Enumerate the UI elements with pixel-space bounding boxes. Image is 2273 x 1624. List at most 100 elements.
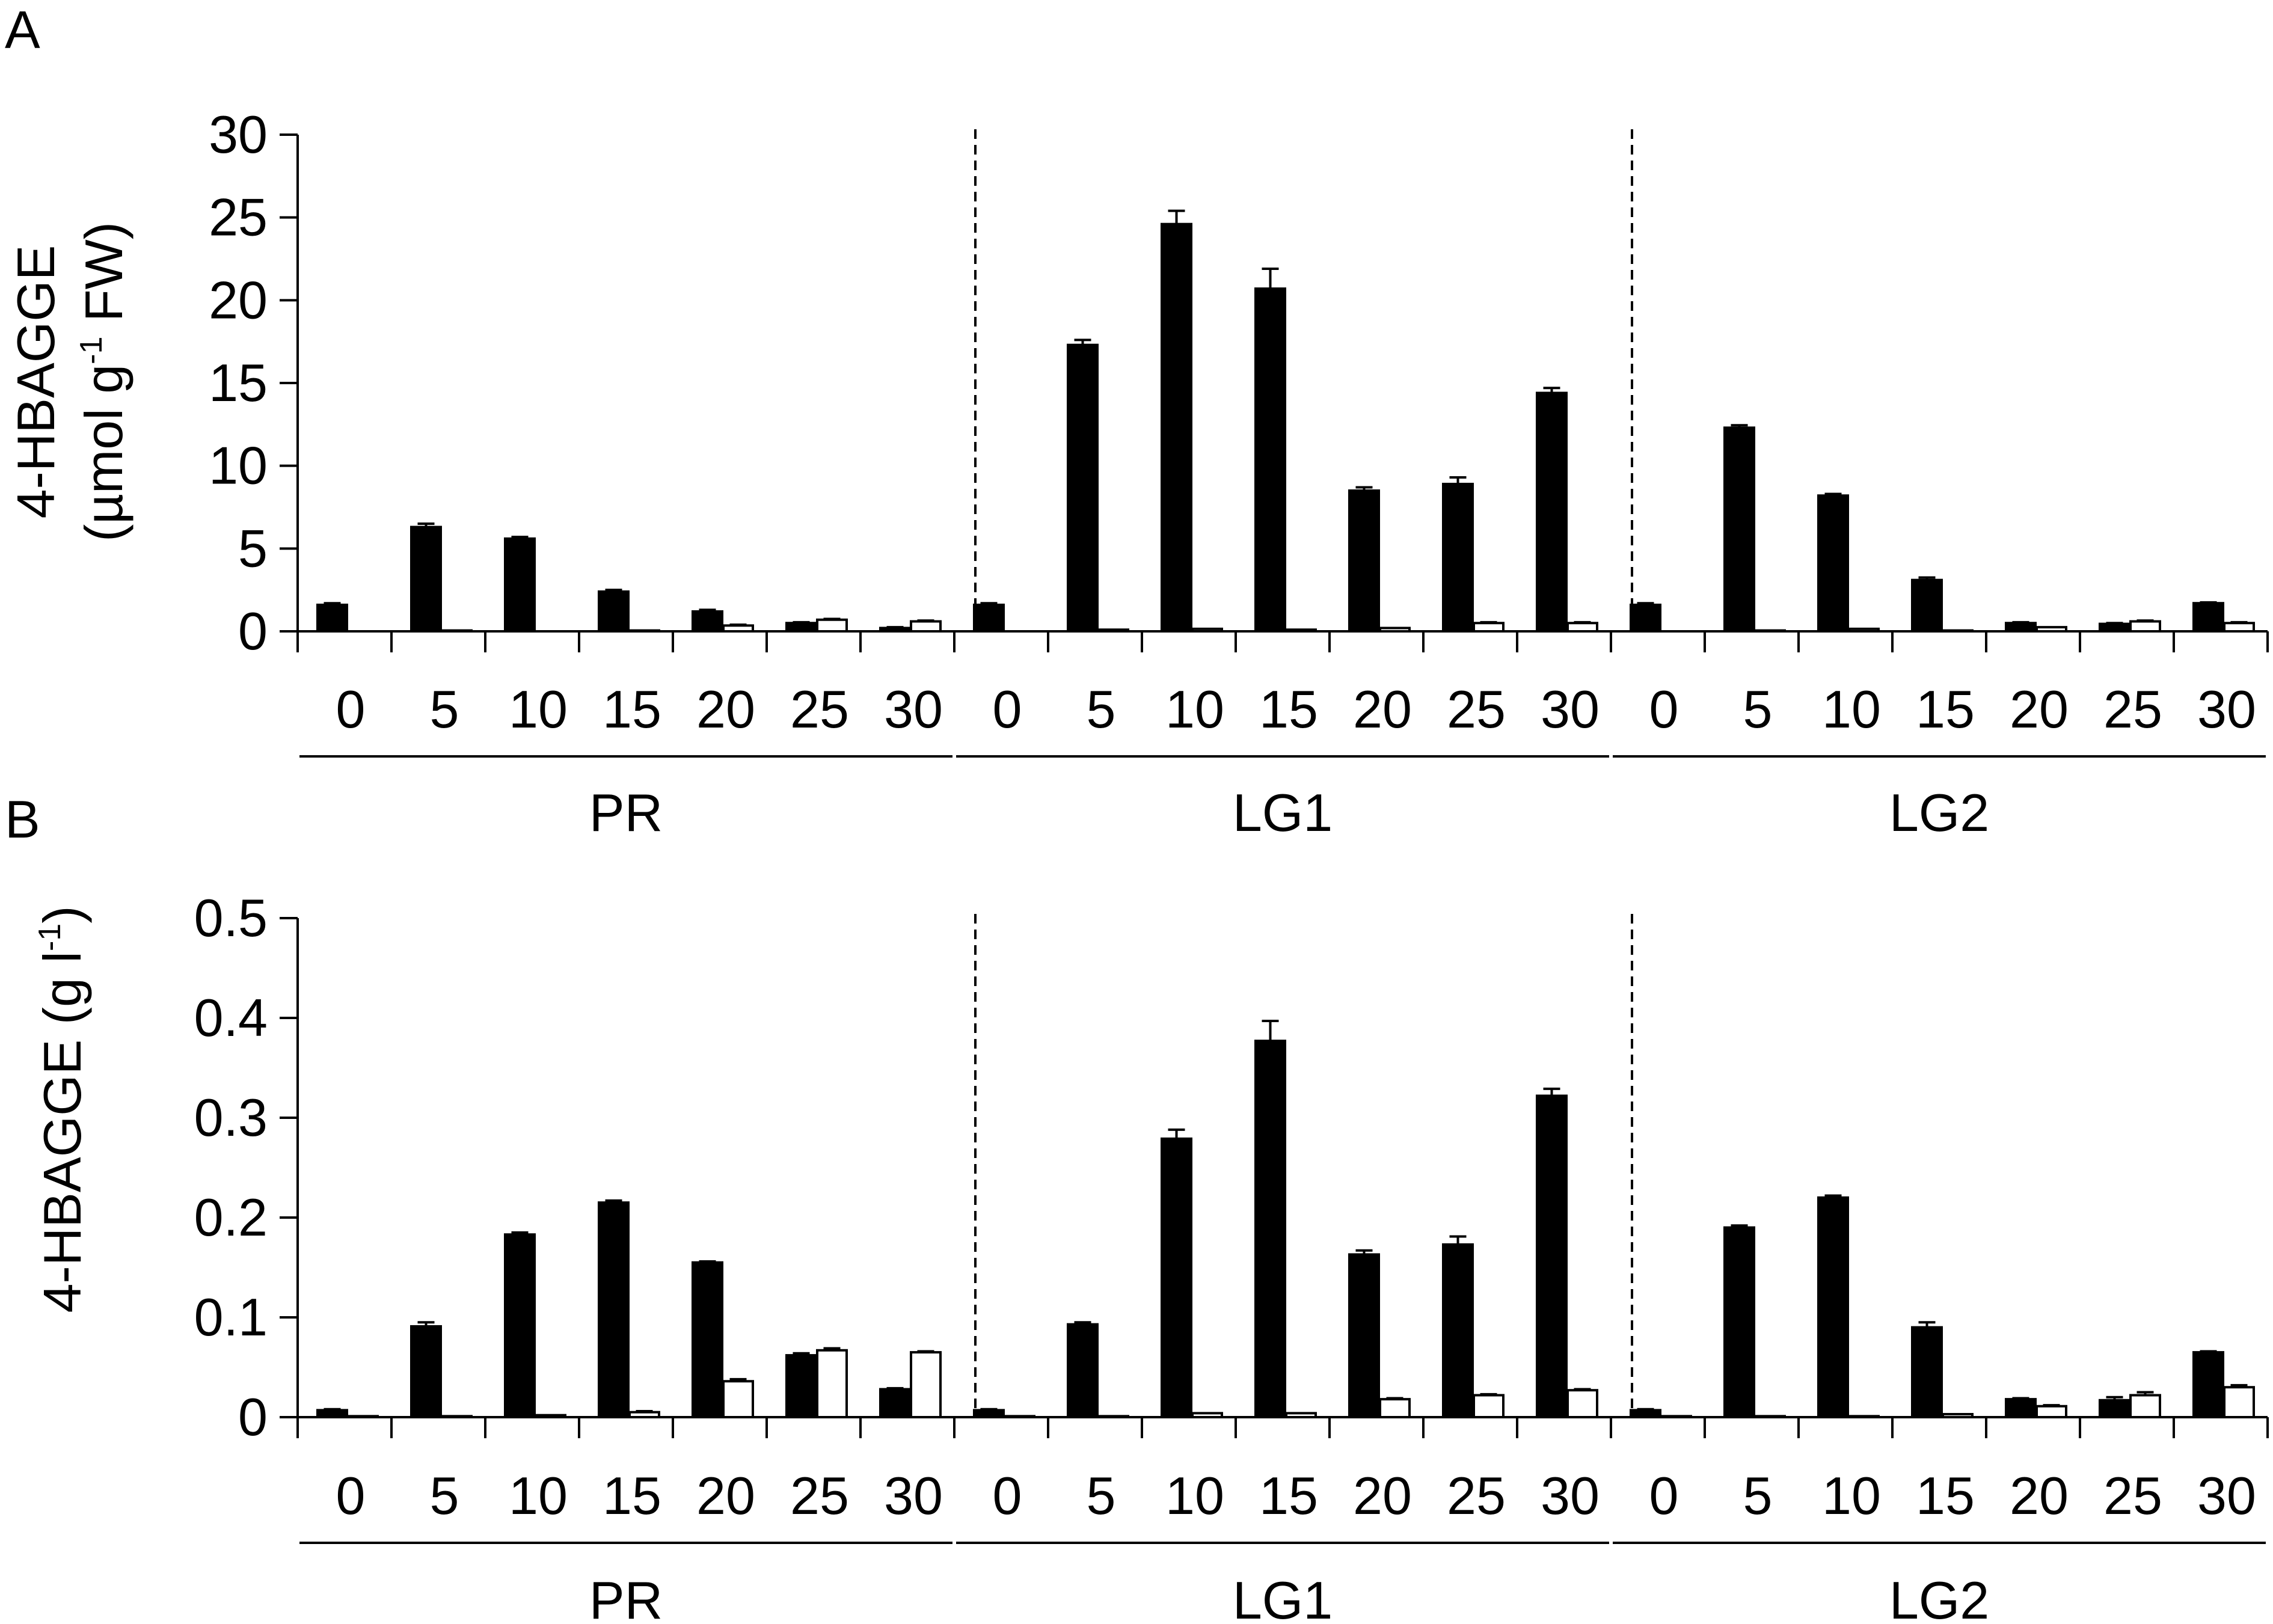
- bar-open: [1566, 622, 1598, 633]
- panel-a-x-tick-label: 0: [336, 679, 366, 739]
- bar-filled: [598, 1201, 630, 1418]
- panel-a-y-tick-label: 25: [209, 188, 268, 247]
- panel-b-marks: 0 0.1 0.2 0.3 0.4 0.5 PR 0 5 10 15 20 25 30 LG1 0 5 10 15 2…: [194, 888, 2269, 1624]
- bar-open: [2223, 622, 2255, 633]
- panel-b-x-tick-label: 5: [1743, 1466, 1773, 1525]
- bar-filled: [1630, 1409, 1661, 1418]
- bar-filled: [1067, 1323, 1099, 1419]
- panel-a-x-tick-label: 20: [1353, 679, 1412, 739]
- bar-filled: [1817, 1196, 1849, 1419]
- bar-filled: [410, 1325, 442, 1418]
- bar-filled: [1630, 603, 1661, 633]
- bar-filled: [2005, 1398, 2037, 1419]
- panel-a-y-tick-label: 20: [209, 270, 268, 329]
- bar-filled: [1442, 1243, 1474, 1419]
- bar-open: [1473, 622, 1505, 633]
- bar-filled: [1161, 222, 1192, 633]
- panel-a-x-tick-label: 10: [509, 679, 568, 739]
- panel-a-x-tick-label: 5: [430, 679, 459, 739]
- bar-filled: [785, 622, 817, 633]
- panel-b-letter: B: [5, 789, 40, 849]
- bar-open: [1379, 1398, 1411, 1419]
- panel-a-x-tick-label: 0: [993, 679, 1022, 739]
- bar-open: [2035, 1405, 2067, 1418]
- bar-filled: [1536, 391, 1568, 633]
- panel-a-x-tick-label: 25: [1447, 679, 1506, 739]
- bar-filled: [2005, 622, 2037, 633]
- panel-b-x-tick-label: 30: [884, 1466, 943, 1525]
- panel-b-y-tick-label: 0.3: [194, 1088, 268, 1147]
- bar-filled: [1723, 426, 1755, 633]
- panel-b-x-tick-label: 10: [1822, 1466, 1881, 1525]
- bar-open: [2035, 626, 2067, 633]
- panel-b-y-tick-label: 0.2: [194, 1187, 268, 1247]
- panel-b-x-tick-label: 0: [1649, 1466, 1679, 1525]
- bar-open: [1097, 1415, 1129, 1419]
- bar-filled: [1348, 489, 1380, 633]
- bar-filled: [2192, 1351, 2224, 1419]
- panel-b-group-label: PR: [589, 1570, 663, 1624]
- panel-a-y-tick-label: 15: [209, 353, 268, 412]
- bar-open: [722, 1380, 754, 1418]
- bar-open: [441, 1415, 473, 1419]
- bar-open: [1285, 628, 1317, 633]
- bar-open: [910, 1351, 942, 1419]
- bar-filled: [410, 526, 442, 633]
- bar-filled: [1911, 578, 1943, 633]
- bar-filled: [504, 1233, 536, 1418]
- panel-b-x-tick-label: 0: [336, 1466, 366, 1525]
- bar-filled: [2192, 602, 2224, 633]
- bar-open: [347, 1415, 379, 1419]
- panel-a-group-label: PR: [589, 783, 663, 842]
- panel-a-x-tick-label: 25: [2103, 679, 2162, 739]
- bar-filled: [1161, 1137, 1192, 1418]
- panel-a-x-tick-label: 15: [1916, 679, 1975, 739]
- panel-b-x-tick-label: 10: [1165, 1466, 1224, 1525]
- panel-b-group-label: LG2: [1889, 1570, 1989, 1624]
- panel-b-x-tick-label: 0: [993, 1466, 1022, 1525]
- bar-filled: [879, 627, 911, 633]
- bar-open: [1754, 1415, 1786, 1419]
- panel-a-x-tick-label: 15: [1259, 679, 1318, 739]
- panel-a-y-tick-label: 30: [209, 105, 268, 164]
- bar-open: [2129, 620, 2161, 633]
- bar-filled: [2099, 1399, 2130, 1419]
- panel-a-y-tick-label: 5: [238, 518, 268, 578]
- bar-filled: [1067, 343, 1099, 633]
- panel-a-ylabel-line2: (µmol g-1 FW): [74, 222, 133, 542]
- panel-a-group-label: LG1: [1233, 783, 1333, 842]
- panel-a-x-tick-label: 10: [1165, 679, 1224, 739]
- bar-open: [1004, 1415, 1035, 1419]
- panel-b-x-tick-label: 15: [1259, 1466, 1318, 1525]
- panel-b-x-tick-label: 25: [2103, 1466, 2162, 1525]
- bar-filled: [692, 1261, 723, 1418]
- bar-open: [1848, 627, 1880, 633]
- panel-a-x-tick-label: 25: [790, 679, 849, 739]
- panel-a-x-tick-label: 30: [2197, 679, 2256, 739]
- bar-open: [1473, 1394, 1505, 1418]
- panel-b-x-tick-label: 20: [696, 1466, 755, 1525]
- bar-filled: [1723, 1226, 1755, 1418]
- bar-filled: [1911, 1326, 1943, 1419]
- bar-open: [628, 1411, 660, 1418]
- bar-filled: [598, 590, 630, 633]
- bar-open: [910, 620, 942, 633]
- bar-open: [1379, 627, 1411, 633]
- panel-b-x-tick-label: 5: [430, 1466, 459, 1525]
- panel-a-x-tick-label: 30: [884, 679, 943, 739]
- panel-b-y-tick-label: 0.4: [194, 988, 268, 1047]
- bar-open: [1191, 627, 1223, 633]
- panel-a-x-tick-label: 5: [1087, 679, 1116, 739]
- panel-a-letter: A: [5, 0, 40, 60]
- bar-open: [1285, 1412, 1317, 1419]
- panel-a-y-tick-label: 0: [238, 601, 268, 661]
- bar-open: [2129, 1394, 2161, 1418]
- bar-open: [1848, 1415, 1880, 1419]
- bar-filled: [1442, 482, 1474, 633]
- panel-a-group-label: LG2: [1889, 783, 1989, 842]
- bar-open: [722, 624, 754, 633]
- bar-open: [2223, 1386, 2255, 1418]
- panel-a-x-tick-label: 5: [1743, 679, 1773, 739]
